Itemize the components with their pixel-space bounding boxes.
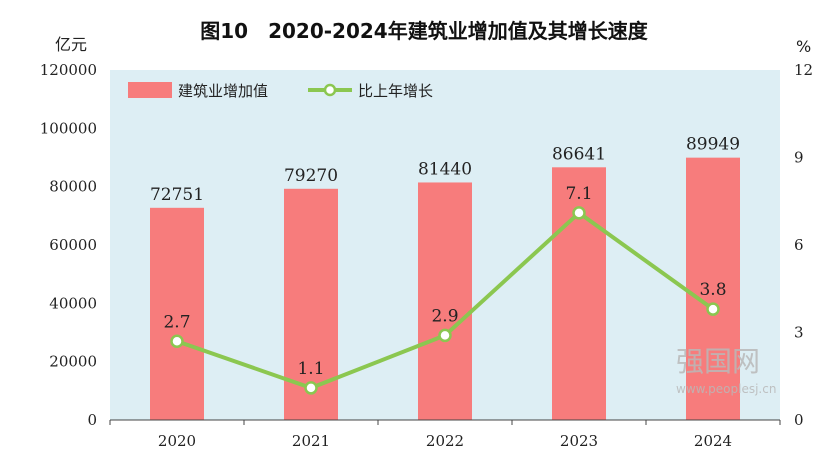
x-tick-label: 2021 <box>292 432 330 450</box>
left-tick-label: 40000 <box>49 294 97 312</box>
growth-value-label: 1.1 <box>297 359 324 379</box>
growth-value-label: 7.1 <box>565 184 592 204</box>
legend: 建筑业增加值 比上年增长 <box>128 82 433 100</box>
growth-line <box>170 206 720 395</box>
x-tick-label: 2022 <box>426 432 464 450</box>
bar <box>150 207 204 420</box>
left-tick-label: 100000 <box>40 119 97 137</box>
left-tick-label: 80000 <box>49 178 97 196</box>
legend-bar-label: 建筑业增加值 <box>178 82 268 100</box>
bar-value-label: 79270 <box>284 166 338 186</box>
chart-title: 图10 2020-2024年建筑业增加值及其增长速度 <box>200 19 648 43</box>
growth-value-label: 2.9 <box>431 306 458 326</box>
bar <box>686 157 740 420</box>
growth-value-label: 3.8 <box>699 280 726 300</box>
left-tick-label: 120000 <box>40 61 97 79</box>
left-tick-label: 60000 <box>49 236 97 254</box>
left-tick-label: 20000 <box>49 353 97 371</box>
growth-point <box>572 206 586 220</box>
growth-point <box>170 334 184 348</box>
bar-labels: 72751 79270 81440 86641 89949 <box>150 135 740 205</box>
right-tick-label: 0 <box>794 411 804 429</box>
growth-point <box>304 381 318 395</box>
bar-value-label: 81440 <box>418 159 472 179</box>
legend-bar-swatch <box>128 82 172 98</box>
growth-value-label: 2.7 <box>163 312 190 332</box>
bar-value-label: 86641 <box>552 144 606 164</box>
right-tick-label: 3 <box>794 324 804 342</box>
right-axis-ticks: 0 3 6 9 12 <box>794 61 813 429</box>
bar <box>552 167 606 420</box>
right-tick-label: 12 <box>794 61 813 79</box>
bars <box>150 157 740 420</box>
right-tick-label: 6 <box>794 236 804 254</box>
legend-line-label: 比上年增长 <box>358 82 433 100</box>
x-tick-label: 2020 <box>158 432 196 450</box>
growth-point <box>706 302 720 316</box>
left-axis-ticks: 0 20000 40000 60000 80000 100000 120000 <box>40 61 97 429</box>
left-axis-unit: 亿元 <box>55 35 87 54</box>
left-tick-label: 0 <box>87 411 97 429</box>
bar-value-label: 72751 <box>150 185 204 205</box>
line-labels: 2.7 1.1 2.9 7.1 3.8 <box>163 184 726 379</box>
bar <box>418 182 472 420</box>
right-tick-label: 9 <box>794 149 804 167</box>
x-axis: 2020 2021 2022 2023 2024 <box>109 419 781 450</box>
growth-point <box>438 328 452 343</box>
bar-value-label: 89949 <box>686 135 740 155</box>
watermark-url: www.peoplesj.cn <box>676 382 776 396</box>
right-axis-unit: % <box>796 37 811 56</box>
x-tick-label: 2024 <box>694 432 732 450</box>
legend-line-marker <box>323 83 337 97</box>
watermark-brand: 强国网 <box>676 345 760 378</box>
watermark: 强国网 www.peoplesj.cn <box>676 345 776 396</box>
x-tick-label: 2023 <box>560 432 598 450</box>
